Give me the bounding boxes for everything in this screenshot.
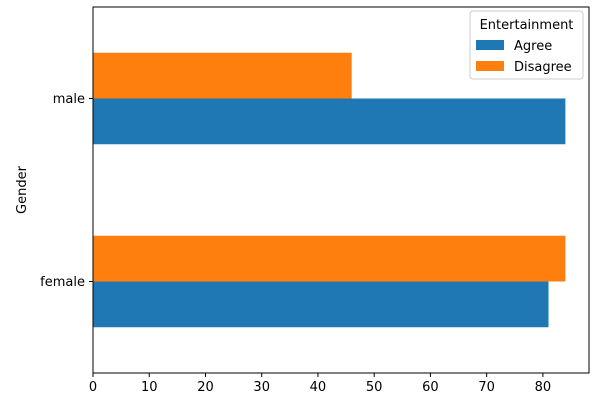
legend-label-agree: Agree: [514, 39, 552, 54]
bar-agree-female: [93, 281, 549, 328]
x-tick-label: 10: [141, 380, 158, 395]
x-tick-label: 30: [253, 380, 270, 395]
bar-disagree-female: [93, 235, 566, 282]
legend-label-disagree: Disagree: [514, 60, 572, 75]
y-tick-label: male: [53, 92, 85, 107]
x-tick-label: 20: [197, 380, 214, 395]
bar-disagree-male: [93, 52, 352, 99]
x-tick-label: 40: [310, 380, 327, 395]
legend-title: Entertainment: [480, 18, 574, 33]
x-tick-label: 70: [478, 380, 495, 395]
y-axis-label: Gender: [15, 165, 30, 214]
x-tick-label: 50: [366, 380, 383, 395]
legend-swatch-agree: [476, 40, 504, 50]
x-tick-label: 80: [535, 380, 552, 395]
y-tick-label: female: [40, 275, 85, 290]
bar-agree-male: [93, 98, 566, 145]
plot-frame: [92, 6, 590, 374]
x-tick-label: 0: [89, 380, 97, 395]
x-tick-label: 60: [422, 380, 439, 395]
legend-swatch-disagree: [476, 61, 504, 71]
